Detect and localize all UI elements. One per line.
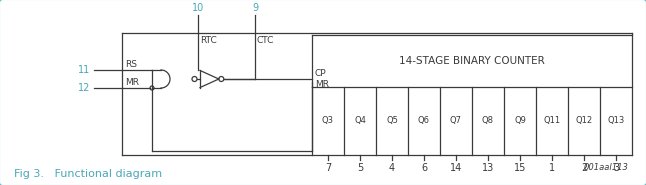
Text: Fig 3.   Functional diagram: Fig 3. Functional diagram <box>14 169 162 179</box>
Text: 14: 14 <box>450 163 462 173</box>
Text: RTC: RTC <box>200 36 217 45</box>
Text: Q4: Q4 <box>354 117 366 125</box>
Text: 9: 9 <box>252 3 258 13</box>
Text: 001aal113: 001aal113 <box>583 164 628 172</box>
Text: Q12: Q12 <box>576 117 592 125</box>
Text: 15: 15 <box>514 163 526 173</box>
Text: Q5: Q5 <box>386 117 398 125</box>
Text: 7: 7 <box>325 163 331 173</box>
Text: 4: 4 <box>389 163 395 173</box>
Text: 6: 6 <box>421 163 427 173</box>
Text: 2: 2 <box>581 163 587 173</box>
Text: Q3: Q3 <box>322 117 334 125</box>
Text: 13: 13 <box>482 163 494 173</box>
Text: 5: 5 <box>357 163 363 173</box>
Text: CTC: CTC <box>257 36 275 45</box>
Text: Q11: Q11 <box>543 117 561 125</box>
Text: 14-STAGE BINARY COUNTER: 14-STAGE BINARY COUNTER <box>399 56 545 66</box>
Text: Q6: Q6 <box>418 117 430 125</box>
Text: Q13: Q13 <box>607 117 625 125</box>
Text: 11: 11 <box>78 65 90 75</box>
Text: RS: RS <box>125 60 137 69</box>
Text: 1: 1 <box>549 163 555 173</box>
Text: CP: CP <box>315 69 327 78</box>
Text: Q9: Q9 <box>514 117 526 125</box>
Text: MR: MR <box>315 80 329 89</box>
Text: Q7: Q7 <box>450 117 462 125</box>
Text: 12: 12 <box>78 83 90 93</box>
Text: 10: 10 <box>192 3 204 13</box>
Text: Q8: Q8 <box>482 117 494 125</box>
Text: 3: 3 <box>613 163 619 173</box>
Text: MR: MR <box>125 78 139 87</box>
